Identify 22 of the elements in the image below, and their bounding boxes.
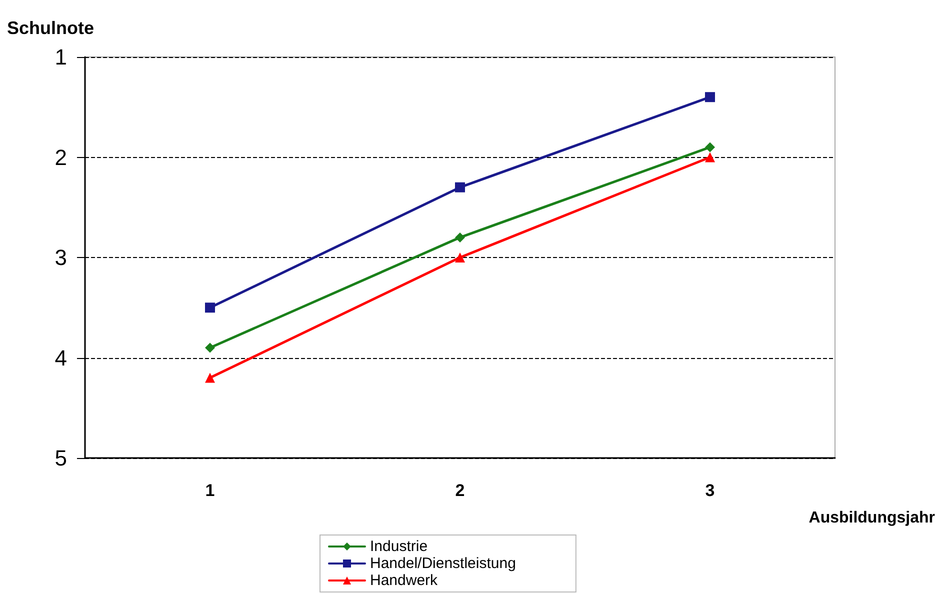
y-tick-label: 2 — [54, 144, 67, 170]
y-axis-title: Schulnote — [7, 18, 94, 38]
x-tick-label: 2 — [455, 481, 465, 500]
point — [705, 142, 715, 152]
point — [455, 232, 465, 242]
legend-label: Handel/Dienstleistung — [370, 555, 516, 572]
point — [705, 92, 715, 102]
y-tick-label: 1 — [54, 44, 67, 70]
y-tick-label: 5 — [54, 446, 67, 470]
y-tick-label: 4 — [54, 345, 67, 370]
x-axis-title: Ausbildungsjahr — [808, 510, 935, 526]
y-tick-label: 3 — [54, 245, 67, 270]
point — [705, 152, 715, 162]
point — [455, 252, 465, 262]
x-tick-label: 3 — [705, 481, 715, 500]
x-tick-label: 1 — [205, 481, 215, 500]
point — [205, 372, 215, 383]
legend-label: Handwerk — [370, 572, 438, 589]
point — [455, 182, 465, 192]
legend-label: Industrie — [370, 538, 428, 555]
point — [205, 302, 215, 313]
point — [205, 342, 215, 353]
